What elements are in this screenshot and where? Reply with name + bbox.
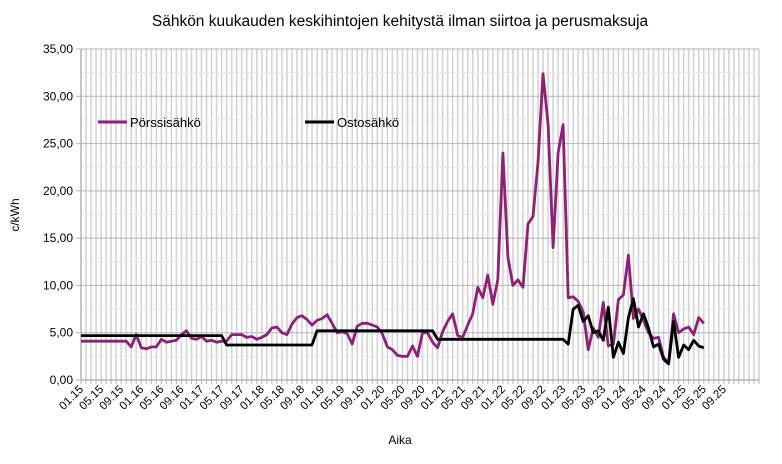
- series-lines: [81, 72, 705, 366]
- y-tick-label: 0,00: [50, 373, 74, 387]
- chart-title: Sähkön kuukauden keskihintojen kehitystä…: [152, 13, 649, 30]
- y-tick-label: 25,00: [43, 137, 73, 151]
- y-axis: 0,00 5,00 10,00 15,00 20,00 25,00 30,00 35,00: [43, 42, 81, 387]
- y-tick-label: 10,00: [43, 278, 73, 292]
- series-line-ostoshk: [81, 297, 705, 366]
- y-tick-label: 35,00: [43, 42, 73, 56]
- legend: Pörssisähkö Ostosähkö: [98, 115, 399, 130]
- x-axis-label: Aika: [388, 433, 412, 447]
- legend-label-porssisahko: Pörssisähkö: [130, 115, 201, 130]
- y-tick-label: 5,00: [50, 326, 74, 340]
- x-axis: 01.1505.1509.1501.1605.1609.1601.1705.17…: [57, 380, 760, 412]
- series-line-prssishk: [81, 72, 705, 365]
- y-axis-label: c/kWh: [8, 198, 22, 231]
- y-tick-label: 15,00: [43, 231, 73, 245]
- y-tick-label: 30,00: [43, 89, 73, 103]
- legend-label-ostosahko: Ostosähkö: [337, 115, 399, 130]
- y-tick-label: 20,00: [43, 184, 73, 198]
- grid: [80, 48, 760, 381]
